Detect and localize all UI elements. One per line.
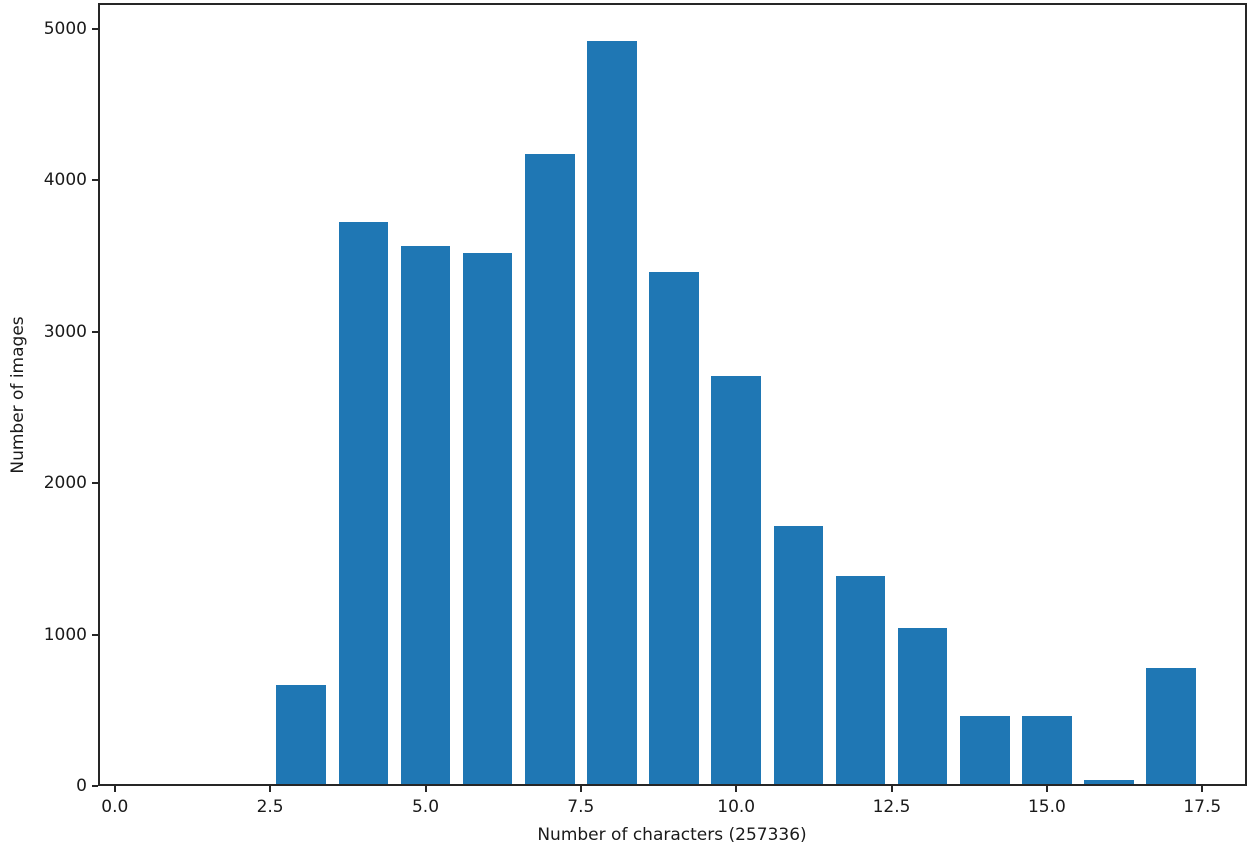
- bar: [400, 245, 451, 786]
- x-tick-mark: [269, 786, 272, 792]
- x-tick-label: 7.5: [567, 797, 595, 817]
- x-tick-label: 12.5: [872, 797, 911, 817]
- y-tick-label: 5000: [43, 19, 87, 39]
- y-tick-mark: [92, 179, 98, 182]
- y-tick-mark: [92, 785, 98, 787]
- bar: [959, 716, 1010, 786]
- y-tick-mark: [92, 482, 98, 485]
- bar: [1146, 667, 1196, 786]
- x-tick-mark: [890, 786, 893, 792]
- bar: [711, 375, 761, 786]
- bar: [835, 575, 886, 786]
- x-tick-mark: [1201, 786, 1204, 792]
- x-tick-label: 17.5: [1183, 797, 1222, 817]
- y-tick-label: 4000: [43, 170, 87, 191]
- y-tick-label: 1000: [43, 624, 87, 645]
- top-spine: [98, 3, 1247, 5]
- x-tick-label: 5.0: [411, 797, 440, 817]
- x-tick-label: 2.5: [256, 797, 284, 817]
- plot-area: [98, 3, 1247, 786]
- y-tick-mark: [92, 330, 98, 333]
- bar: [524, 153, 575, 786]
- bar: [773, 525, 824, 786]
- x-tick-label: 0.0: [101, 797, 129, 817]
- bar: [897, 627, 948, 786]
- bar: [587, 41, 637, 786]
- x-tick-mark: [735, 786, 738, 792]
- x-tick-mark: [113, 786, 116, 792]
- bar: [649, 272, 699, 786]
- x-tick-label: 15.0: [1027, 797, 1066, 817]
- x-axis-label: Number of characters (257336): [537, 825, 807, 845]
- right-spine: [1245, 3, 1247, 786]
- bar: [276, 684, 326, 786]
- x-tick-mark: [1045, 786, 1048, 792]
- y-tick-label: 2000: [43, 473, 87, 494]
- bar: [1084, 779, 1134, 786]
- bar: [1022, 716, 1072, 786]
- bar: [338, 222, 389, 786]
- x-tick-mark: [424, 786, 427, 792]
- bar: [462, 253, 513, 786]
- y-tick-mark: [92, 28, 98, 30]
- y-axis-label: Number of images: [8, 316, 28, 474]
- y-tick-label: 0: [76, 776, 87, 796]
- bottom-spine: [98, 784, 1247, 786]
- x-tick-label: 10.0: [717, 797, 756, 817]
- y-tick-label: 3000: [43, 321, 87, 342]
- x-tick-mark: [579, 786, 582, 792]
- left-spine: [98, 3, 100, 786]
- y-tick-mark: [92, 633, 98, 636]
